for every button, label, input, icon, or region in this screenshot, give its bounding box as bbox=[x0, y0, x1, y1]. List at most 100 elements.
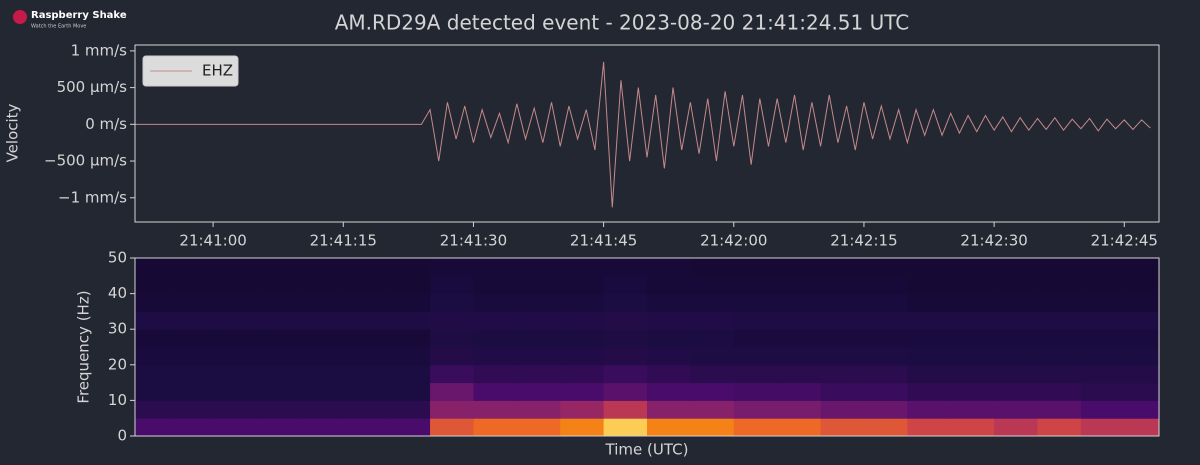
spectrogram-cell bbox=[473, 400, 518, 419]
spectrogram-cell bbox=[343, 275, 388, 295]
y-tick-label: 40 bbox=[108, 284, 127, 302]
spectrogram-cell bbox=[950, 347, 995, 366]
spectrogram-cell bbox=[907, 275, 952, 295]
spectrogram-cell bbox=[169, 382, 214, 401]
spectrogram-cell bbox=[560, 364, 605, 384]
spectrogram-cell bbox=[1124, 347, 1159, 366]
y-axis-label: Frequency (Hz) bbox=[75, 290, 93, 403]
x-axis-label: Time (UTC) bbox=[605, 441, 689, 459]
spectrogram-cell bbox=[135, 329, 171, 348]
spectrogram-cell bbox=[430, 293, 474, 312]
spectrogram-cell bbox=[907, 258, 952, 277]
spectrogram-cell bbox=[1080, 258, 1125, 277]
spectrogram-cell bbox=[603, 258, 648, 277]
spectrogram-cell bbox=[777, 382, 822, 401]
spectrogram-cell bbox=[473, 275, 518, 295]
spectrogram-cell bbox=[733, 364, 778, 384]
spectrogram-cell bbox=[169, 275, 214, 295]
spectrogram-cell bbox=[213, 400, 257, 419]
spectrogram-cell bbox=[256, 293, 301, 312]
spectrogram-cell bbox=[473, 293, 518, 312]
spectrogram-cell bbox=[1124, 329, 1159, 348]
spectrogram-cell bbox=[603, 382, 648, 401]
spectrogram-cell bbox=[473, 329, 518, 348]
spectrogram-cell bbox=[256, 258, 301, 277]
spectrogram-cell bbox=[863, 329, 908, 348]
spectrogram-cell bbox=[1037, 275, 1082, 295]
spectrogram-cell bbox=[135, 364, 171, 384]
spectrogram-cell bbox=[907, 418, 952, 436]
spectrogram-cell bbox=[1037, 400, 1082, 419]
y-tick-label: −1 mm/s bbox=[58, 188, 127, 206]
spectrogram-cell bbox=[690, 258, 735, 277]
x-tick-label: 21:41:45 bbox=[570, 232, 637, 250]
spectrogram-cell bbox=[647, 382, 691, 401]
spectrogram-cell bbox=[950, 364, 995, 384]
spectrogram-cell bbox=[1124, 293, 1159, 312]
spectrogram-cell bbox=[169, 311, 214, 330]
spectrogram-cell bbox=[777, 311, 822, 330]
spectrogram-cell bbox=[135, 258, 171, 277]
spectrogram-cell bbox=[299, 275, 344, 295]
spectrogram-cell bbox=[777, 418, 822, 436]
plot-area bbox=[135, 61, 1151, 208]
spectrogram-cell bbox=[560, 418, 605, 436]
spectrogram-cell bbox=[516, 364, 561, 384]
spectrogram-cell bbox=[430, 275, 474, 295]
spectrogram-cell bbox=[820, 311, 865, 330]
spectrogram-cell bbox=[256, 400, 301, 419]
spectrogram-cell bbox=[213, 364, 257, 384]
spectrogram-cell bbox=[994, 347, 1039, 366]
spectrogram-cell bbox=[560, 311, 605, 330]
spectrogram-cell bbox=[950, 400, 995, 419]
x-tick-label: 21:41:30 bbox=[440, 232, 507, 250]
spectrogram-cell bbox=[733, 400, 778, 419]
spectrogram-cell bbox=[647, 329, 691, 348]
spectrogram-cell bbox=[690, 400, 735, 419]
x-tick-label: 21:41:00 bbox=[179, 232, 246, 250]
spectrogram-cell bbox=[950, 418, 995, 436]
spectrogram-cell bbox=[169, 329, 214, 348]
spectrogram-cell bbox=[1037, 418, 1082, 436]
spectrogram-cell bbox=[213, 382, 257, 401]
x-tick-label: 21:42:30 bbox=[960, 232, 1027, 250]
spectrogram-cell bbox=[135, 275, 171, 295]
spectrogram-cell bbox=[135, 347, 171, 366]
spectrogram-cell bbox=[1037, 364, 1082, 384]
y-tick-label: 0 bbox=[117, 427, 127, 445]
spectrogram-cell bbox=[299, 400, 344, 419]
spectrogram-cell bbox=[1124, 382, 1159, 401]
spectrogram-cell bbox=[820, 418, 865, 436]
spectrogram-cell bbox=[473, 418, 518, 436]
spectrogram-cell bbox=[994, 258, 1039, 277]
spectrogram-cell bbox=[820, 258, 865, 277]
spectrogram-cell bbox=[647, 275, 691, 295]
spectrogram-cell bbox=[950, 382, 995, 401]
spectrogram-cell bbox=[1124, 364, 1159, 384]
spectrogram-cell bbox=[907, 364, 952, 384]
spectrogram-cell bbox=[690, 275, 735, 295]
spectrogram-cell bbox=[213, 258, 257, 277]
spectrogram-cell bbox=[733, 275, 778, 295]
spectrogram-cell bbox=[1080, 418, 1125, 436]
spectrogram-cell bbox=[386, 293, 431, 312]
spectrogram-cell bbox=[430, 418, 474, 436]
spectrogram-cell bbox=[950, 311, 995, 330]
spectrogram-cell bbox=[299, 258, 344, 277]
spectrogram-cell bbox=[516, 382, 561, 401]
spectrogram-cell bbox=[994, 400, 1039, 419]
spectrogram-cell bbox=[213, 311, 257, 330]
spectrogram-cell bbox=[863, 382, 908, 401]
logo-tagline: Watch the Earth Move bbox=[31, 24, 86, 30]
spectrogram-cell bbox=[213, 275, 257, 295]
spectrogram-cell bbox=[690, 418, 735, 436]
spectrogram-cell bbox=[603, 347, 648, 366]
spectrogram-cell bbox=[1080, 311, 1125, 330]
spectrogram-cell bbox=[994, 275, 1039, 295]
spectrogram-cell bbox=[820, 382, 865, 401]
spectrogram-cell bbox=[907, 382, 952, 401]
spectrogram-cell bbox=[473, 311, 518, 330]
x-tick-label: 21:42:15 bbox=[830, 232, 897, 250]
spectrogram-cell bbox=[299, 382, 344, 401]
y-axis-label: Velocity bbox=[4, 103, 22, 162]
